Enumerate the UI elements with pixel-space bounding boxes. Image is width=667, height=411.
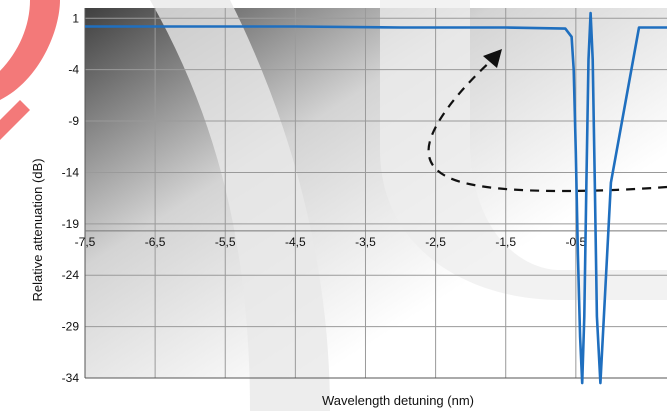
y-tick-label: -29 <box>62 320 80 334</box>
x-tick-label: -6,5 <box>145 235 166 249</box>
series-line-0 <box>85 11 667 385</box>
x-tick-label: -4,5 <box>285 235 306 249</box>
x-tick-label: -0,5 <box>565 235 586 249</box>
y-tick-label: -24 <box>62 268 80 282</box>
y-tick-label: 1 <box>72 11 79 25</box>
y-tick-label: -14 <box>62 165 80 179</box>
axes <box>84 8 667 379</box>
y-tick-labels: 1 -4 -9 -14 -19 -24 -29 -34 <box>62 11 80 385</box>
y-tick-label: -4 <box>68 63 79 77</box>
x-tick-label: -3,5 <box>355 235 376 249</box>
series-layer <box>85 11 667 385</box>
x-tick-label: -5,5 <box>215 235 236 249</box>
y-tick-label: -9 <box>68 114 79 128</box>
x-tick-label: -2,5 <box>425 235 446 249</box>
x-tick-labels: -7,5 -6,5 -5,5 -4,5 -3,5 -2,5 -1,5 -0,5 <box>75 235 587 249</box>
x-tick-label: -1,5 <box>495 235 516 249</box>
y-axis-title: Relative attenuation (dB) <box>30 158 45 301</box>
y-tick-label: -19 <box>62 217 80 231</box>
x-axis-title: Wavelength detuning (nm) <box>322 393 474 408</box>
y-tick-label: -34 <box>62 371 80 385</box>
x-tick-label: -7,5 <box>75 235 96 249</box>
annotation-arrow <box>427 49 667 193</box>
